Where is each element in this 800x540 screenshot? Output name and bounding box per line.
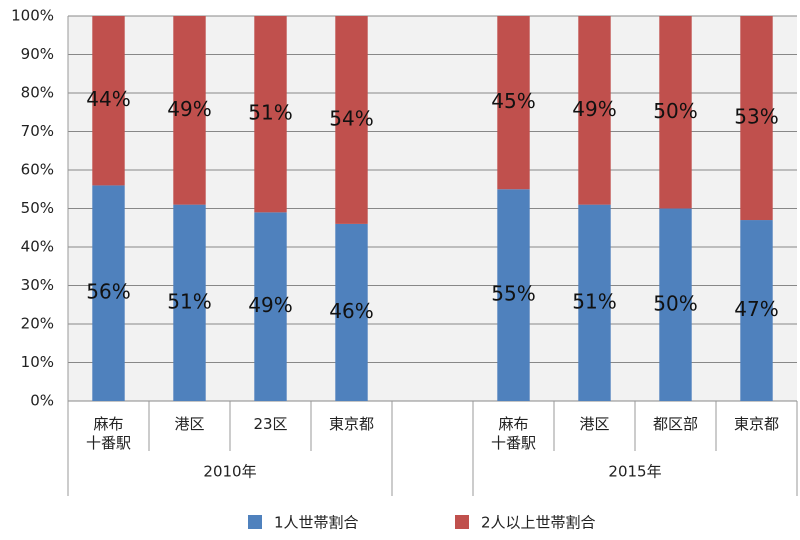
x-tick-label: 東京都 <box>329 415 374 433</box>
value-label: 51% <box>572 289 616 313</box>
value-label: 51% <box>167 289 211 313</box>
bar-segment <box>335 16 368 224</box>
value-label: 56% <box>86 280 130 304</box>
x-tick-label: 港区 <box>579 415 609 433</box>
x-tick-label: 都区部 <box>653 415 698 433</box>
value-label: 53% <box>734 105 778 129</box>
value-label: 45% <box>491 89 535 113</box>
bar-segment <box>659 208 692 401</box>
value-label: 54% <box>329 106 373 130</box>
value-label: 51% <box>248 101 292 125</box>
legend-swatch <box>248 515 262 529</box>
value-label: 49% <box>572 97 616 121</box>
y-tick-label: 90% <box>21 45 54 63</box>
x-tick-label: 麻布十番駅 <box>491 415 536 452</box>
value-label: 44% <box>86 87 130 111</box>
legend-label: 1人世帯割合 <box>274 514 359 532</box>
bar-segment <box>497 16 530 190</box>
legend-swatch <box>455 515 469 529</box>
bar-segment <box>173 204 206 401</box>
bar-segment <box>659 16 692 209</box>
bar-segment <box>578 204 611 401</box>
y-tick-label: 50% <box>21 199 54 217</box>
bar-segment <box>335 223 368 401</box>
bar-segment <box>173 16 206 205</box>
value-label: 49% <box>248 293 292 317</box>
y-tick-label: 40% <box>21 238 54 256</box>
bar-segment <box>740 16 773 221</box>
x-tick-label: 港区 <box>174 415 204 433</box>
x-tick-label: 23区 <box>253 415 287 433</box>
y-tick-label: 20% <box>21 315 54 333</box>
bar-segment <box>92 185 125 401</box>
bar-segment <box>740 220 773 401</box>
y-tick-label: 80% <box>21 84 54 102</box>
x-tick-label: 麻布十番駅 <box>86 415 131 452</box>
value-label: 46% <box>329 299 373 323</box>
value-label: 55% <box>491 282 535 306</box>
y-tick-label: 100% <box>11 7 54 25</box>
bar-segment <box>497 189 530 401</box>
value-label: 47% <box>734 297 778 321</box>
group-label: 2015年 <box>608 463 661 481</box>
bar-segment <box>578 16 611 205</box>
bar-segment <box>92 16 125 186</box>
value-label: 50% <box>653 291 697 315</box>
legend-label: 2人以上世帯割合 <box>481 514 596 532</box>
group-label: 2010年 <box>203 463 256 481</box>
y-tick-label: 0% <box>30 392 54 410</box>
y-tick-label: 30% <box>21 276 54 294</box>
value-label: 49% <box>167 97 211 121</box>
x-tick-label: 東京都 <box>734 415 779 433</box>
bar-segment <box>254 16 287 213</box>
y-tick-label: 60% <box>21 161 54 179</box>
y-tick-label: 10% <box>21 353 54 371</box>
value-label: 50% <box>653 99 697 123</box>
y-tick-label: 70% <box>21 122 54 140</box>
bar-segment <box>254 212 287 401</box>
